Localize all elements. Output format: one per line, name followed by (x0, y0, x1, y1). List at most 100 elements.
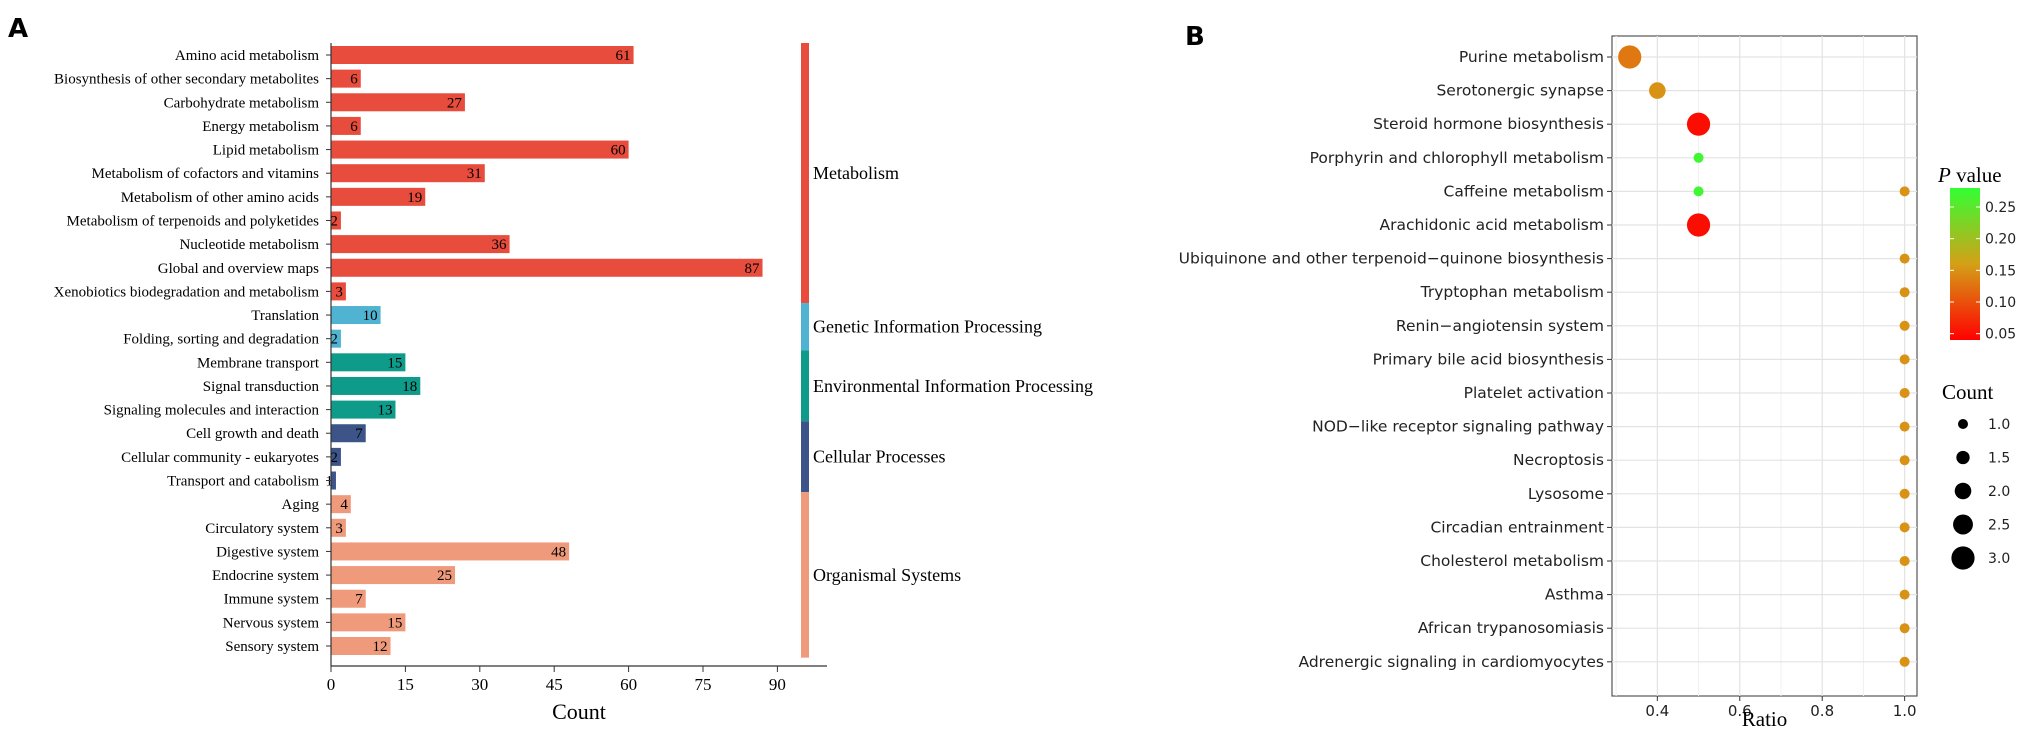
category-label: Translation (251, 308, 319, 324)
bar-value-label: 15 (387, 615, 402, 631)
bar-17 (331, 424, 366, 443)
x-tick-label: 45 (546, 675, 563, 694)
bar-value-label: 3 (335, 284, 343, 300)
panel-label-a: A (8, 14, 28, 44)
bar-14 (331, 353, 406, 372)
bubble-point-5 (1693, 186, 1704, 197)
size-legend-dot-5 (1951, 546, 1975, 570)
color-legend-label: 0.20 (1985, 232, 2016, 248)
group-strip-3 (801, 350, 809, 422)
bar-11 (331, 282, 346, 301)
color-legend-title-rest: value (1951, 163, 2002, 187)
category-label: Signal transduction (203, 379, 320, 395)
group-strip-5 (801, 492, 809, 658)
bubble-point-14 (1899, 455, 1910, 466)
bubble-point-19 (1899, 623, 1910, 634)
bubble-point-18 (1899, 589, 1910, 600)
category-label: Metabolism of other amino acids (121, 190, 319, 206)
bubble-point-6 (1899, 186, 1910, 197)
bar-value-label: 7 (355, 592, 363, 608)
plot-panel-b (1611, 35, 1918, 697)
category-label: Transport and catabolism (167, 474, 319, 490)
bar-value-label: 6 (350, 72, 358, 88)
color-legend-label: 0.10 (1985, 295, 2016, 311)
bar-18 (331, 447, 341, 466)
color-legend-label: 0.25 (1985, 200, 2016, 216)
pathway-label: Caffeine metabolism (1444, 182, 1604, 200)
color-legend-label: 0.15 (1985, 263, 2016, 279)
group-label: Metabolism (813, 163, 899, 183)
color-legend-label: 0.05 (1985, 327, 2016, 343)
bubble-point-7 (1686, 213, 1711, 237)
pathway-label: Renin−angiotensin system (1396, 317, 1604, 335)
x-tick-label: 1.0 (1893, 702, 1917, 720)
color-legend-title: P value (1937, 163, 2002, 187)
bar-4 (331, 116, 361, 135)
bar-value-label: 3 (335, 521, 343, 537)
group-strip-4 (801, 421, 809, 493)
size-legend-dot-1 (1958, 419, 1968, 429)
bubble-point-2 (1649, 82, 1666, 99)
bar-22 (331, 542, 570, 561)
category-label: Carbohydrate metabolism (164, 95, 320, 111)
color-legend-title-italic: P (1937, 163, 1951, 187)
pathway-label: Arachidonic acid metabolism (1380, 216, 1604, 234)
bar-value-label: 2 (330, 332, 338, 348)
category-label: Energy metabolism (202, 119, 319, 135)
category-label: Global and overview maps (158, 261, 319, 277)
pathway-label: Platelet activation (1464, 384, 1604, 402)
group-label: Environmental Information Processing (813, 376, 1093, 396)
category-label: Digestive system (216, 544, 319, 560)
pathway-label: Asthma (1545, 586, 1604, 604)
size-legend-label: 1.5 (1988, 451, 2010, 467)
bar-value-label: 13 (377, 403, 392, 419)
category-label: Nervous system (223, 615, 320, 631)
bar-25 (331, 613, 406, 632)
size-legend-label: 3.0 (1988, 551, 2010, 567)
group-label: Cellular Processes (813, 447, 945, 467)
bubble-point-13 (1899, 421, 1910, 432)
size-legend-dot-3 (1954, 482, 1972, 500)
bar-value-label: 27 (447, 95, 463, 111)
category-label: Biosynthesis of other secondary metaboli… (54, 72, 319, 88)
bar-value-label: 2 (330, 450, 338, 466)
pathway-label: Ubiquinone and other terpenoid−quinone b… (1179, 250, 1604, 268)
pathway-label: Lysosome (1528, 485, 1604, 503)
category-label: Aging (282, 497, 320, 513)
bar-9 (331, 235, 510, 254)
bar-6 (331, 164, 485, 183)
bubble-point-3 (1686, 112, 1711, 136)
bubble-point-20 (1899, 656, 1910, 667)
pathway-label: Porphyrin and chlorophyll metabolism (1310, 149, 1604, 167)
bar-value-label: 48 (551, 544, 566, 560)
x-tick-label: 30 (471, 675, 488, 694)
category-label: Cellular community - eukaryotes (121, 450, 319, 466)
pathway-label: Steroid hormone biosynthesis (1373, 115, 1604, 133)
bar-value-label: 61 (616, 48, 631, 64)
pathway-label: Circadian entrainment (1430, 518, 1604, 536)
bar-23 (331, 566, 455, 585)
bar-value-label: 7 (355, 426, 363, 442)
bar-value-label: 1 (325, 474, 333, 490)
bar-1 (331, 46, 634, 64)
bar-2 (331, 69, 361, 88)
bar-19 (331, 471, 336, 490)
x-tick-label: 90 (769, 675, 786, 694)
bubble-point-12 (1899, 388, 1910, 398)
bubble-point-9 (1899, 287, 1910, 298)
x-axis-title: Count (552, 699, 606, 724)
pathway-label: Adrenergic signaling in cardiomyocytes (1299, 653, 1604, 671)
pathway-label: Tryptophan metabolism (1420, 283, 1604, 301)
category-label: Amino acid metabolism (175, 48, 319, 64)
panel-label-b: B (1185, 22, 1205, 52)
pathway-label: Primary bile acid biosynthesis (1373, 350, 1604, 368)
x-tick-label: 75 (695, 675, 712, 694)
bar-value-label: 87 (745, 261, 761, 277)
bar-value-label: 18 (402, 379, 417, 395)
bar-value-label: 15 (387, 355, 402, 371)
x-tick-label: 15 (397, 675, 414, 694)
size-legend-label: 2.0 (1988, 484, 2010, 500)
bubble-point-15 (1899, 488, 1910, 499)
category-label: Circulatory system (205, 521, 319, 537)
